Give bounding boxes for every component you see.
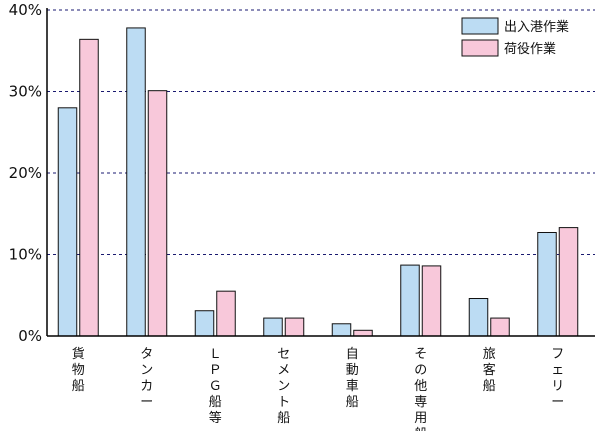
x-category-label-char: の	[414, 363, 427, 378]
bar-series2	[558, 227, 579, 337]
x-category-label-char: タ	[140, 347, 153, 362]
x-category-label-char: 船	[209, 395, 222, 410]
x-category-label-char: Ｐ	[209, 363, 222, 378]
x-category-label-char: Ｇ	[209, 379, 222, 394]
bar-series2	[490, 317, 510, 337]
x-category-label-char: 船	[414, 427, 427, 431]
y-tick-label: 0%	[18, 327, 42, 345]
x-category-label-char: ン	[140, 363, 153, 378]
x-category-label-char: セ	[277, 347, 290, 362]
x-category-label-char: 船	[483, 379, 496, 394]
x-category-label-char: ー	[140, 395, 153, 410]
x-category-label-char: 船	[346, 395, 359, 410]
x-category-label-char: フ	[551, 347, 564, 362]
y-tick-label: 10%	[9, 246, 42, 264]
axes	[46, 8, 595, 337]
bar-series1	[126, 27, 146, 337]
x-category-label-char: 動	[346, 363, 359, 378]
bar-series1	[537, 231, 557, 337]
x-category-label-char: メ	[277, 363, 290, 378]
x-category-label-char: ェ	[551, 363, 564, 378]
x-category-label-char: 船	[277, 411, 290, 426]
bar-series2	[353, 329, 373, 337]
x-category-label-char: 旅	[483, 347, 496, 362]
x-category-label-char: 貨	[72, 346, 85, 362]
bar-series2	[147, 90, 168, 337]
bar-series2	[79, 38, 99, 337]
bar-series1	[263, 317, 283, 337]
x-category-label-char: ト	[277, 395, 290, 410]
bar-series1	[400, 264, 420, 337]
bars	[57, 27, 579, 337]
y-tick-label: 20%	[9, 164, 42, 182]
legend-label: 荷役作業	[504, 41, 556, 57]
x-category-label-char: そ	[414, 347, 427, 362]
y-axis-ticks: 0% 10% 20% 30% 40%	[9, 1, 42, 345]
x-category-label-char: リ	[551, 379, 564, 394]
bar-series2	[284, 317, 305, 337]
x-category-label-char: ン	[277, 379, 290, 394]
x-category-label-char: 車	[346, 379, 359, 394]
x-category-label-char: 等	[209, 410, 222, 426]
x-category-label-char: 船	[72, 379, 85, 394]
x-category-label-char: 専	[414, 395, 427, 410]
bar-series2	[216, 290, 236, 337]
legend-label: 出入港作業	[504, 19, 569, 35]
x-axis-labels: 貨物船タンカーＬＰＧ船等セメント船自動車船その他専用船旅客船フェリー	[72, 346, 565, 431]
bar-series1	[468, 298, 489, 337]
x-category-label-char: 客	[483, 362, 496, 378]
y-tick-label: 40%	[9, 1, 42, 19]
x-category-label-char: ー	[551, 395, 564, 410]
y-tick-label: 30%	[9, 83, 42, 101]
x-category-label-char: 自	[346, 347, 359, 362]
x-category-label-char: 用	[414, 411, 427, 426]
bar-series2	[421, 265, 442, 337]
bar-series1	[194, 310, 215, 337]
bar-series1	[57, 107, 78, 337]
x-category-label-char: カ	[140, 379, 153, 394]
x-category-label-char: 他	[414, 379, 427, 394]
x-category-label-char: Ｌ	[209, 347, 222, 362]
legend-swatch	[461, 17, 499, 35]
x-category-label-char: 物	[72, 363, 85, 378]
bar-series1	[331, 323, 352, 337]
legend-swatch	[461, 39, 499, 57]
